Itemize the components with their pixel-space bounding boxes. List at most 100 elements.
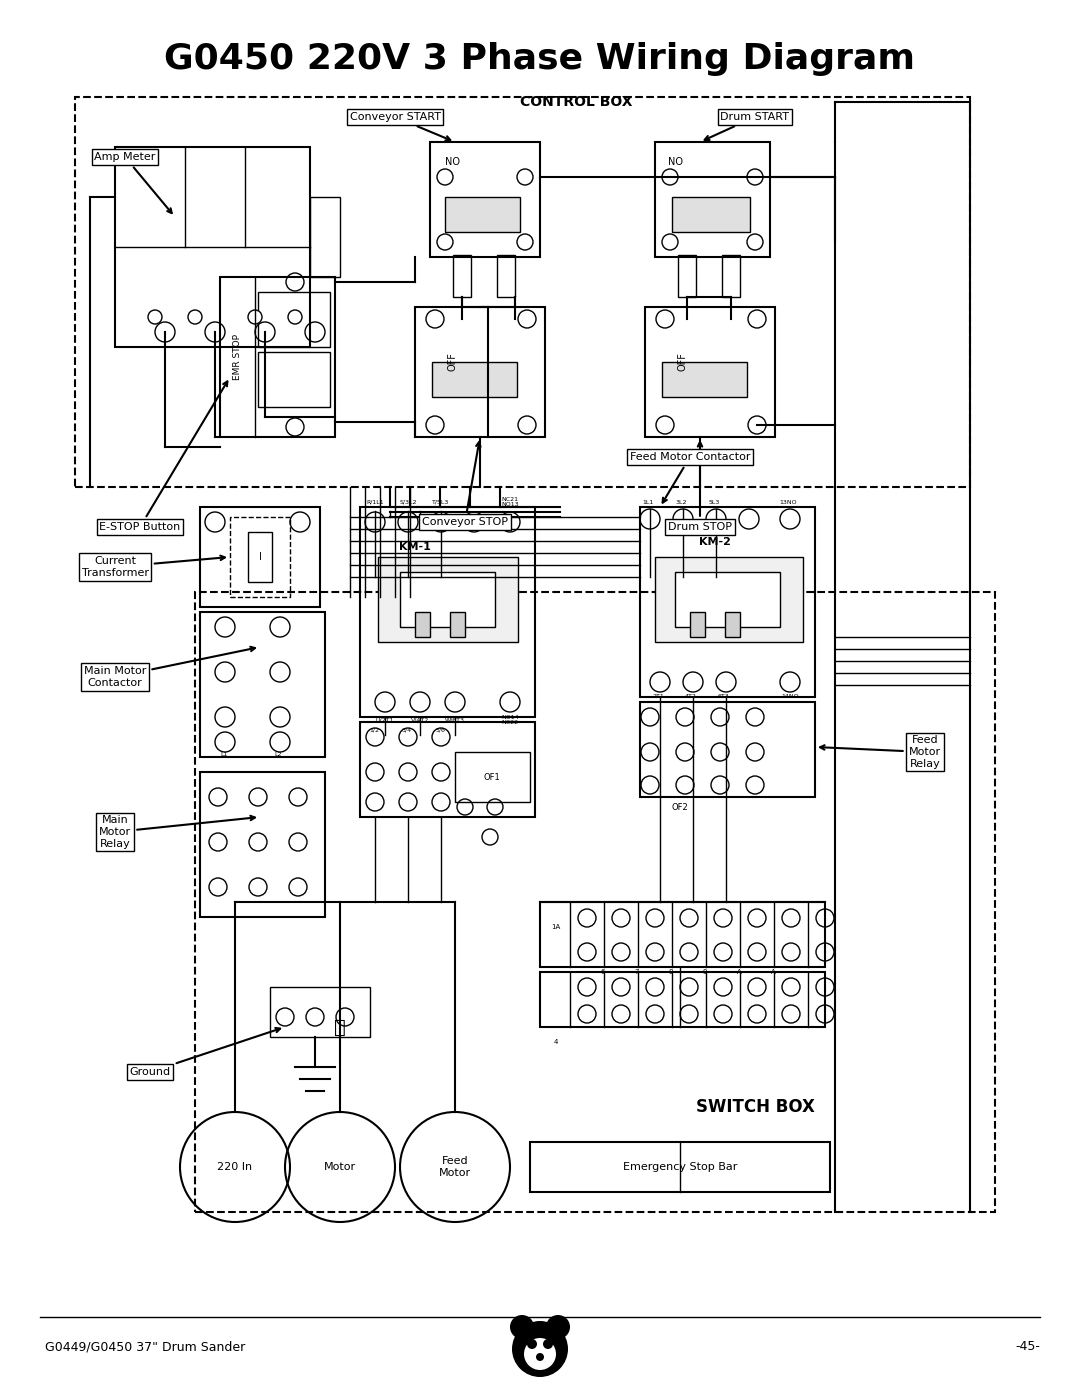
Text: 9: 9 xyxy=(703,970,707,975)
Text: Feed Motor Contactor: Feed Motor Contactor xyxy=(630,453,751,503)
Bar xyxy=(270,988,370,1037)
Text: G0450 220V 3 Phase Wiring Diagram: G0450 220V 3 Phase Wiring Diagram xyxy=(164,42,916,75)
Circle shape xyxy=(188,310,202,324)
Circle shape xyxy=(536,1354,544,1361)
Text: Conveyor START: Conveyor START xyxy=(350,112,450,140)
Text: 7: 7 xyxy=(635,970,639,975)
Text: E-STOP Button: E-STOP Button xyxy=(99,381,228,532)
Text: NC21
NO13: NC21 NO13 xyxy=(501,496,518,507)
Circle shape xyxy=(524,1338,556,1370)
Bar xyxy=(195,592,995,1213)
Text: KM-1: KM-1 xyxy=(400,542,431,552)
Text: Conveyor STOP: Conveyor STOP xyxy=(422,441,508,527)
Bar xyxy=(248,532,272,583)
Text: 3/4: 3/4 xyxy=(402,728,413,732)
Text: OFF: OFF xyxy=(447,352,457,372)
Text: Ground: Ground xyxy=(130,1028,280,1077)
Bar xyxy=(220,277,335,437)
Bar xyxy=(360,507,535,717)
Bar xyxy=(725,612,740,637)
Bar xyxy=(453,256,471,298)
Text: 6T3: 6T3 xyxy=(718,694,730,700)
Bar xyxy=(432,362,517,397)
Circle shape xyxy=(248,310,262,324)
Bar xyxy=(378,557,518,643)
Bar xyxy=(645,307,775,437)
Text: 5L3: 5L3 xyxy=(708,500,719,504)
Bar xyxy=(675,571,780,627)
Bar xyxy=(415,307,545,437)
Text: 4: 4 xyxy=(554,1039,558,1045)
Bar xyxy=(530,1141,831,1192)
Bar xyxy=(640,703,815,798)
Text: Main
Motor
Relay: Main Motor Relay xyxy=(99,816,255,848)
Text: CONTROL BOX: CONTROL BOX xyxy=(519,95,633,109)
Text: U/2T1: U/2T1 xyxy=(376,718,394,722)
Bar xyxy=(230,517,291,597)
Text: KM-2: KM-2 xyxy=(699,536,731,548)
Bar xyxy=(258,352,330,407)
Text: NO14
NC22: NO14 NC22 xyxy=(501,715,518,725)
Text: EMR STOP: EMR STOP xyxy=(233,334,243,380)
Text: R/1L1: R/1L1 xyxy=(366,500,383,504)
Bar xyxy=(258,292,330,346)
Bar xyxy=(114,147,310,346)
Text: V/4T2: V/4T2 xyxy=(410,718,429,722)
Circle shape xyxy=(527,1338,537,1350)
Text: W/6T3: W/6T3 xyxy=(445,718,465,722)
Text: 1A: 1A xyxy=(552,923,561,930)
Bar xyxy=(654,142,770,257)
Text: NO: NO xyxy=(445,156,460,168)
Bar xyxy=(540,972,825,1027)
Circle shape xyxy=(148,310,162,324)
Text: 1L1: 1L1 xyxy=(643,500,653,504)
Text: 14NO: 14NO xyxy=(781,694,799,700)
Text: OF2: OF2 xyxy=(672,802,688,812)
Text: -45-: -45- xyxy=(1015,1341,1040,1354)
Text: NO: NO xyxy=(669,156,683,168)
Text: 8: 8 xyxy=(669,970,673,975)
Circle shape xyxy=(512,1322,568,1377)
Text: 5/6: 5/6 xyxy=(435,728,445,732)
Bar xyxy=(200,612,325,757)
Bar xyxy=(445,197,519,232)
Text: T/5L3: T/5L3 xyxy=(432,500,449,504)
Text: 6: 6 xyxy=(600,970,605,975)
Bar xyxy=(415,612,430,637)
Circle shape xyxy=(288,310,302,324)
Bar xyxy=(678,256,696,298)
Text: L1: L1 xyxy=(220,753,228,757)
Text: I: I xyxy=(258,552,261,562)
Text: 4T2: 4T2 xyxy=(685,694,697,700)
Bar xyxy=(654,557,804,643)
Text: G0449/G0450 37" Drum Sander: G0449/G0450 37" Drum Sander xyxy=(45,1341,245,1354)
Bar xyxy=(690,612,705,637)
Text: Feed
Motor
Relay: Feed Motor Relay xyxy=(820,735,941,768)
Bar xyxy=(310,197,340,277)
Text: Drum START: Drum START xyxy=(704,112,789,140)
Text: 220 In: 220 In xyxy=(217,1162,253,1172)
Bar xyxy=(640,507,815,697)
Bar xyxy=(360,722,535,817)
Text: Motor: Motor xyxy=(324,1162,356,1172)
Text: 2T1: 2T1 xyxy=(652,694,664,700)
Bar xyxy=(430,142,540,257)
Text: Emergency Stop Bar: Emergency Stop Bar xyxy=(623,1162,738,1172)
Text: ⏚: ⏚ xyxy=(334,1017,346,1037)
Bar xyxy=(723,256,740,298)
Text: OF1: OF1 xyxy=(484,773,500,781)
Text: Amp Meter: Amp Meter xyxy=(94,152,172,214)
Bar xyxy=(200,507,320,608)
Circle shape xyxy=(543,1338,553,1350)
Text: 1/2: 1/2 xyxy=(369,728,379,732)
Text: A: A xyxy=(737,970,741,975)
Text: Drum STOP: Drum STOP xyxy=(669,441,732,532)
Bar xyxy=(75,96,970,488)
Text: 3L2: 3L2 xyxy=(675,500,687,504)
Text: Current
Transformer: Current Transformer xyxy=(81,556,225,578)
Text: L2: L2 xyxy=(274,753,282,757)
Bar xyxy=(455,752,530,802)
Bar xyxy=(400,571,495,627)
Circle shape xyxy=(510,1315,534,1338)
Bar xyxy=(450,612,465,637)
